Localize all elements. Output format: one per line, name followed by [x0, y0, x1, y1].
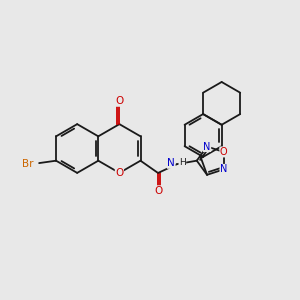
Text: O: O [115, 96, 124, 106]
Text: H: H [179, 158, 186, 167]
Text: O: O [220, 147, 227, 157]
Text: N: N [220, 164, 227, 174]
Text: Br: Br [22, 159, 33, 169]
Text: O: O [115, 168, 124, 178]
Text: O: O [154, 186, 162, 196]
Text: N: N [167, 158, 175, 168]
Text: N: N [203, 142, 211, 152]
